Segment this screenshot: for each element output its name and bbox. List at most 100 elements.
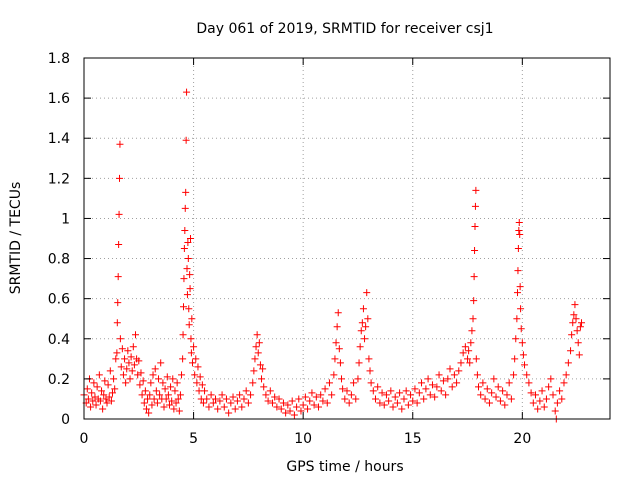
data-point (494, 383, 502, 391)
data-point (258, 375, 266, 383)
data-point (345, 399, 353, 407)
data-point (503, 391, 511, 399)
data-point (341, 395, 349, 403)
data-point (529, 399, 537, 407)
data-point (288, 397, 296, 405)
data-point (323, 399, 331, 407)
data-point (118, 345, 126, 353)
data-point (336, 359, 344, 367)
data-point (205, 403, 213, 411)
y-tick-label: 1.6 (48, 91, 70, 107)
data-point (461, 343, 469, 351)
data-point (252, 343, 260, 351)
data-point (308, 389, 316, 397)
data-point (519, 351, 527, 359)
x-axis-ticks: 0 5 10 15 20 (80, 58, 531, 447)
data-point (114, 273, 122, 281)
data-point (542, 395, 550, 403)
data-point (103, 399, 111, 407)
data-point (187, 349, 195, 357)
data-point (331, 355, 339, 363)
data-point (453, 379, 461, 387)
data-point (222, 395, 230, 403)
data-point (362, 323, 370, 331)
data-point (439, 377, 447, 385)
data-point (404, 401, 412, 409)
data-point (114, 299, 122, 307)
data-point (100, 391, 108, 399)
data-point (122, 379, 130, 387)
data-point (225, 409, 233, 417)
data-point (185, 305, 193, 313)
x-tick-label: 20 (513, 431, 531, 447)
data-point (568, 331, 576, 339)
data-point (364, 315, 372, 323)
data-point (572, 315, 580, 323)
data-point (139, 377, 147, 385)
data-point (378, 389, 386, 397)
data-point (183, 291, 191, 299)
data-point (98, 387, 106, 395)
data-point (152, 387, 160, 395)
data-point (361, 335, 369, 343)
data-point (521, 361, 529, 369)
data-point (108, 389, 116, 397)
x-tick-label: 10 (294, 431, 312, 447)
data-point (106, 367, 114, 375)
data-point (132, 331, 140, 339)
data-point (188, 315, 196, 323)
data-point (229, 393, 237, 401)
data-point (104, 381, 112, 389)
data-point (312, 393, 320, 401)
data-point (485, 399, 493, 407)
data-point (374, 383, 382, 391)
gridlines (84, 58, 610, 419)
data-point (93, 383, 101, 391)
x-tick-label: 15 (404, 431, 422, 447)
data-point (547, 375, 555, 383)
data-point (115, 241, 123, 249)
data-point (153, 399, 161, 407)
data-point (306, 397, 314, 405)
data-point (101, 377, 109, 385)
data-point (184, 255, 192, 263)
data-point (455, 367, 463, 375)
data-point (473, 371, 481, 379)
data-point (141, 387, 149, 395)
data-point (90, 379, 98, 387)
data-point (407, 391, 415, 399)
data-point (155, 375, 163, 383)
data-point (250, 367, 258, 375)
data-point (501, 401, 509, 409)
y-tick-label: 0.6 (48, 292, 70, 308)
data-point (525, 379, 533, 387)
data-point (511, 355, 519, 363)
data-point (254, 349, 262, 357)
x-tick-label: 0 (80, 431, 89, 447)
data-point (301, 393, 309, 401)
data-point (123, 365, 131, 373)
data-point (299, 401, 307, 409)
data-point (173, 379, 181, 387)
data-point (490, 375, 498, 383)
data-point (293, 403, 301, 411)
data-point (220, 403, 228, 411)
data-point (170, 405, 178, 413)
data-point (121, 355, 129, 363)
data-point (231, 405, 239, 413)
data-point (531, 391, 539, 399)
data-point (450, 371, 458, 379)
data-point (125, 359, 133, 367)
data-point (317, 391, 325, 399)
data-point (575, 351, 583, 359)
data-point (382, 391, 390, 399)
data-point (369, 387, 377, 395)
data-point (164, 391, 172, 399)
data-point (150, 395, 158, 403)
data-point (286, 407, 294, 415)
data-point (255, 339, 263, 347)
data-point (172, 399, 180, 407)
data-point (160, 403, 168, 411)
data-point (424, 375, 432, 383)
data-point (297, 407, 305, 415)
